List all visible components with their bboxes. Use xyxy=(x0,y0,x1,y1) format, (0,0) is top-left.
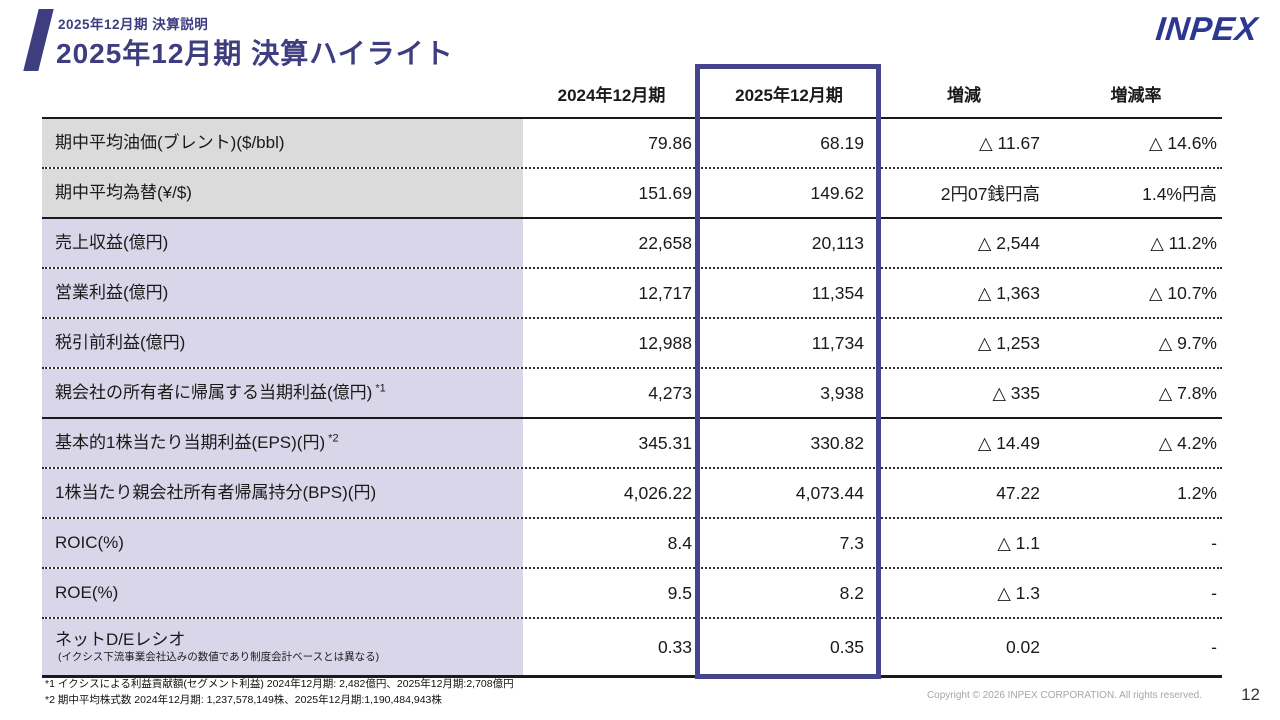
row-label: 期中平均為替(¥/$) xyxy=(42,169,523,217)
cell-curr-period: 11,354 xyxy=(811,282,864,303)
cell-change-rate: 1.4%円高 xyxy=(1142,183,1217,204)
cell-change: △ 335 xyxy=(992,382,1040,403)
row-label: ネットD/Eレシオ (イクシス下流事業会社込みの数値であり制度会計ベースとは異なる… xyxy=(42,619,523,675)
cell-change-rate: △ 14.6% xyxy=(1149,132,1217,153)
inpex-logo: INPEX xyxy=(1154,10,1260,47)
table-row: 1株当たり親会社所有者帰属持分(BPS)(円) 4,026.22 4,073.44 4… xyxy=(42,469,1222,519)
table-body: 期中平均油価(ブレント)($/bbl) 79.86 68.19 △ 11.67 △ 14… xyxy=(42,117,1222,678)
cell-curr-period: 11,734 xyxy=(811,332,864,353)
copyright-text: Copyright © 2026 INPEX CORPORATION. All … xyxy=(926,690,1202,701)
row-label-note: (イクシス下流事業会社込みの数値であり制度会計ベースとは異なる) xyxy=(58,650,380,663)
row-label: 親会社の所有者に帰属する当期利益(億円) *1 xyxy=(42,369,523,417)
cell-prev-period: 12,988 xyxy=(638,332,692,353)
table-row: 期中平均油価(ブレント)($/bbl) 79.86 68.19 △ 11.67 △ 14… xyxy=(42,119,1222,169)
cell-change: △ 1,253 xyxy=(977,332,1040,353)
cell-curr-period: 330.82 xyxy=(810,432,864,453)
table-row: 税引前利益(億円) 12,988 11,734 △ 1,253 △ 9.7% xyxy=(42,319,1222,369)
cell-change-rate: △ 4.2% xyxy=(1158,432,1217,453)
cell-prev-period: 9.5 xyxy=(667,582,692,603)
cell-change: △ 2,544 xyxy=(977,232,1040,253)
cell-curr-period: 4,073.44 xyxy=(795,482,864,503)
row-label: 基本的1株当たり当期利益(EPS)(円) *2 xyxy=(42,419,523,467)
page-number: 12 xyxy=(1241,685,1260,704)
cell-curr-period: 8.2 xyxy=(839,582,864,603)
row-label: 営業利益(億円) xyxy=(42,269,523,317)
column-header-prev-period: 2024年12月期 xyxy=(557,86,666,105)
row-label: 売上収益(億円) xyxy=(42,219,523,267)
cell-prev-period: 22,658 xyxy=(638,232,692,253)
row-label: 1株当たり親会社所有者帰属持分(BPS)(円) xyxy=(42,469,523,517)
cell-change: 47.22 xyxy=(996,482,1040,503)
cell-change: △ 1.3 xyxy=(997,582,1040,603)
row-label: 税引前利益(億円) xyxy=(42,319,523,367)
cell-change-rate: △ 11.2% xyxy=(1150,232,1217,253)
table-row: 基本的1株当たり当期利益(EPS)(円) *2 345.31 330.82 △ 14.… xyxy=(42,419,1222,469)
cell-prev-period: 12,717 xyxy=(638,282,692,303)
corner-cell xyxy=(42,70,523,117)
cell-curr-period: 149.62 xyxy=(810,182,864,203)
cell-change-rate: △ 7.8% xyxy=(1158,382,1217,403)
column-header-curr-period: 2025年12月期 xyxy=(735,86,843,105)
table-header-row: 2024年12月期 2025年12月期 増減 増減率 xyxy=(42,70,1222,117)
cell-curr-period: 7.3 xyxy=(839,532,864,553)
row-label: ROE(%) xyxy=(42,569,523,617)
footnote-1: *1 イクシスによる利益貢献額(セグメント利益) 2024年12月期: 2,48… xyxy=(45,678,514,690)
cell-change-rate: △ 10.7% xyxy=(1149,282,1217,303)
cell-change-rate: - xyxy=(1211,582,1217,603)
cell-change: △ 14.49 xyxy=(977,432,1040,453)
cell-curr-period: 68.19 xyxy=(820,132,864,153)
cell-change: △ 1.1 xyxy=(997,532,1040,553)
page-title: 2025年12月期 決算ハイライト xyxy=(56,38,454,69)
cell-prev-period: 4,273 xyxy=(648,382,692,403)
cell-prev-period: 4,026.22 xyxy=(623,482,692,503)
table-row: 親会社の所有者に帰属する当期利益(億円) *1 4,273 3,938 △ 335 △ … xyxy=(42,369,1222,419)
deck-subtitle: 2025年12月期 決算説明 xyxy=(58,17,209,32)
cell-change: △ 11.67 xyxy=(979,132,1040,153)
row-label: 期中平均油価(ブレント)($/bbl) xyxy=(42,119,523,167)
cell-prev-period: 345.31 xyxy=(638,432,692,453)
table-row: 売上収益(億円) 22,658 20,113 △ 2,544 △ 11.2% xyxy=(42,219,1222,269)
cell-change-rate: △ 9.7% xyxy=(1158,332,1217,353)
cell-curr-period: 20,113 xyxy=(811,232,864,253)
cell-prev-period: 79.86 xyxy=(648,132,692,153)
table-row: 期中平均為替(¥/$) 151.69 149.62 2円07銭円高 1.4%円高 xyxy=(42,169,1222,219)
table-row: ネットD/Eレシオ (イクシス下流事業会社込みの数値であり制度会計ベースとは異なる… xyxy=(42,619,1222,675)
cell-prev-period: 0.33 xyxy=(657,636,692,657)
cell-prev-period: 151.69 xyxy=(638,182,692,203)
column-header-change: 増減 xyxy=(947,86,981,105)
title-accent-bar xyxy=(23,9,54,71)
cell-change: 0.02 xyxy=(1005,636,1040,657)
cell-change: △ 1,363 xyxy=(977,282,1040,303)
cell-change-rate: - xyxy=(1211,532,1217,553)
table-row: 営業利益(億円) 12,717 11,354 △ 1,363 △ 10.7% xyxy=(42,269,1222,319)
cell-curr-period: 0.35 xyxy=(829,636,864,657)
footnote-2: *2 期中平均株式数 2024年12月期: 1,237,578,149株、202… xyxy=(45,693,442,706)
row-label: ROIC(%) xyxy=(42,519,523,567)
table-row: ROIC(%) 8.4 7.3 △ 1.1 - xyxy=(42,519,1222,569)
cell-prev-period: 8.4 xyxy=(667,532,692,553)
cell-curr-period: 3,938 xyxy=(820,382,864,403)
cell-change-rate: 1.2% xyxy=(1177,482,1217,503)
highlights-table: 2024年12月期 2025年12月期 増減 増減率 期中平均油価(ブレント)(… xyxy=(42,70,1222,678)
cell-change: 2円07銭円高 xyxy=(940,183,1040,204)
cell-change-rate: - xyxy=(1211,636,1217,657)
footnotes: *1 イクシスによる利益貢献額(セグメント利益) 2024年12月期: 2,48… xyxy=(45,677,514,708)
table-row: ROE(%) 9.5 8.2 △ 1.3 - xyxy=(42,569,1222,619)
column-header-change-rate: 増減率 xyxy=(1110,86,1162,105)
